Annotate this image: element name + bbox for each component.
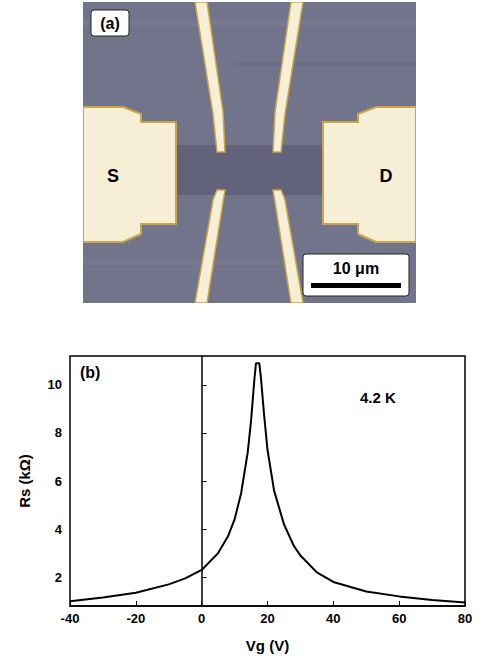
svg-text:60: 60	[392, 611, 406, 626]
svg-text:6: 6	[55, 474, 62, 489]
svg-text:40: 40	[326, 611, 340, 626]
svg-text:-20: -20	[126, 611, 145, 626]
svg-text:2: 2	[55, 570, 62, 585]
svg-text:S: S	[107, 166, 119, 186]
svg-text:0: 0	[198, 611, 205, 626]
svg-text:80: 80	[458, 611, 472, 626]
svg-text:D: D	[380, 166, 393, 186]
svg-text:4.2 K: 4.2 K	[360, 389, 396, 406]
svg-text:Vg (V): Vg (V)	[246, 637, 289, 654]
svg-text:10 μm: 10 μm	[333, 260, 379, 277]
svg-text:8: 8	[55, 425, 62, 440]
svg-text:(b): (b)	[80, 364, 100, 381]
svg-text:10: 10	[48, 377, 62, 392]
svg-text:4: 4	[55, 522, 63, 537]
svg-text:-40: -40	[61, 611, 80, 626]
svg-text:(a): (a)	[100, 15, 120, 32]
svg-text:20: 20	[260, 611, 274, 626]
svg-text:Rs (kΩ): Rs (kΩ)	[16, 454, 33, 508]
